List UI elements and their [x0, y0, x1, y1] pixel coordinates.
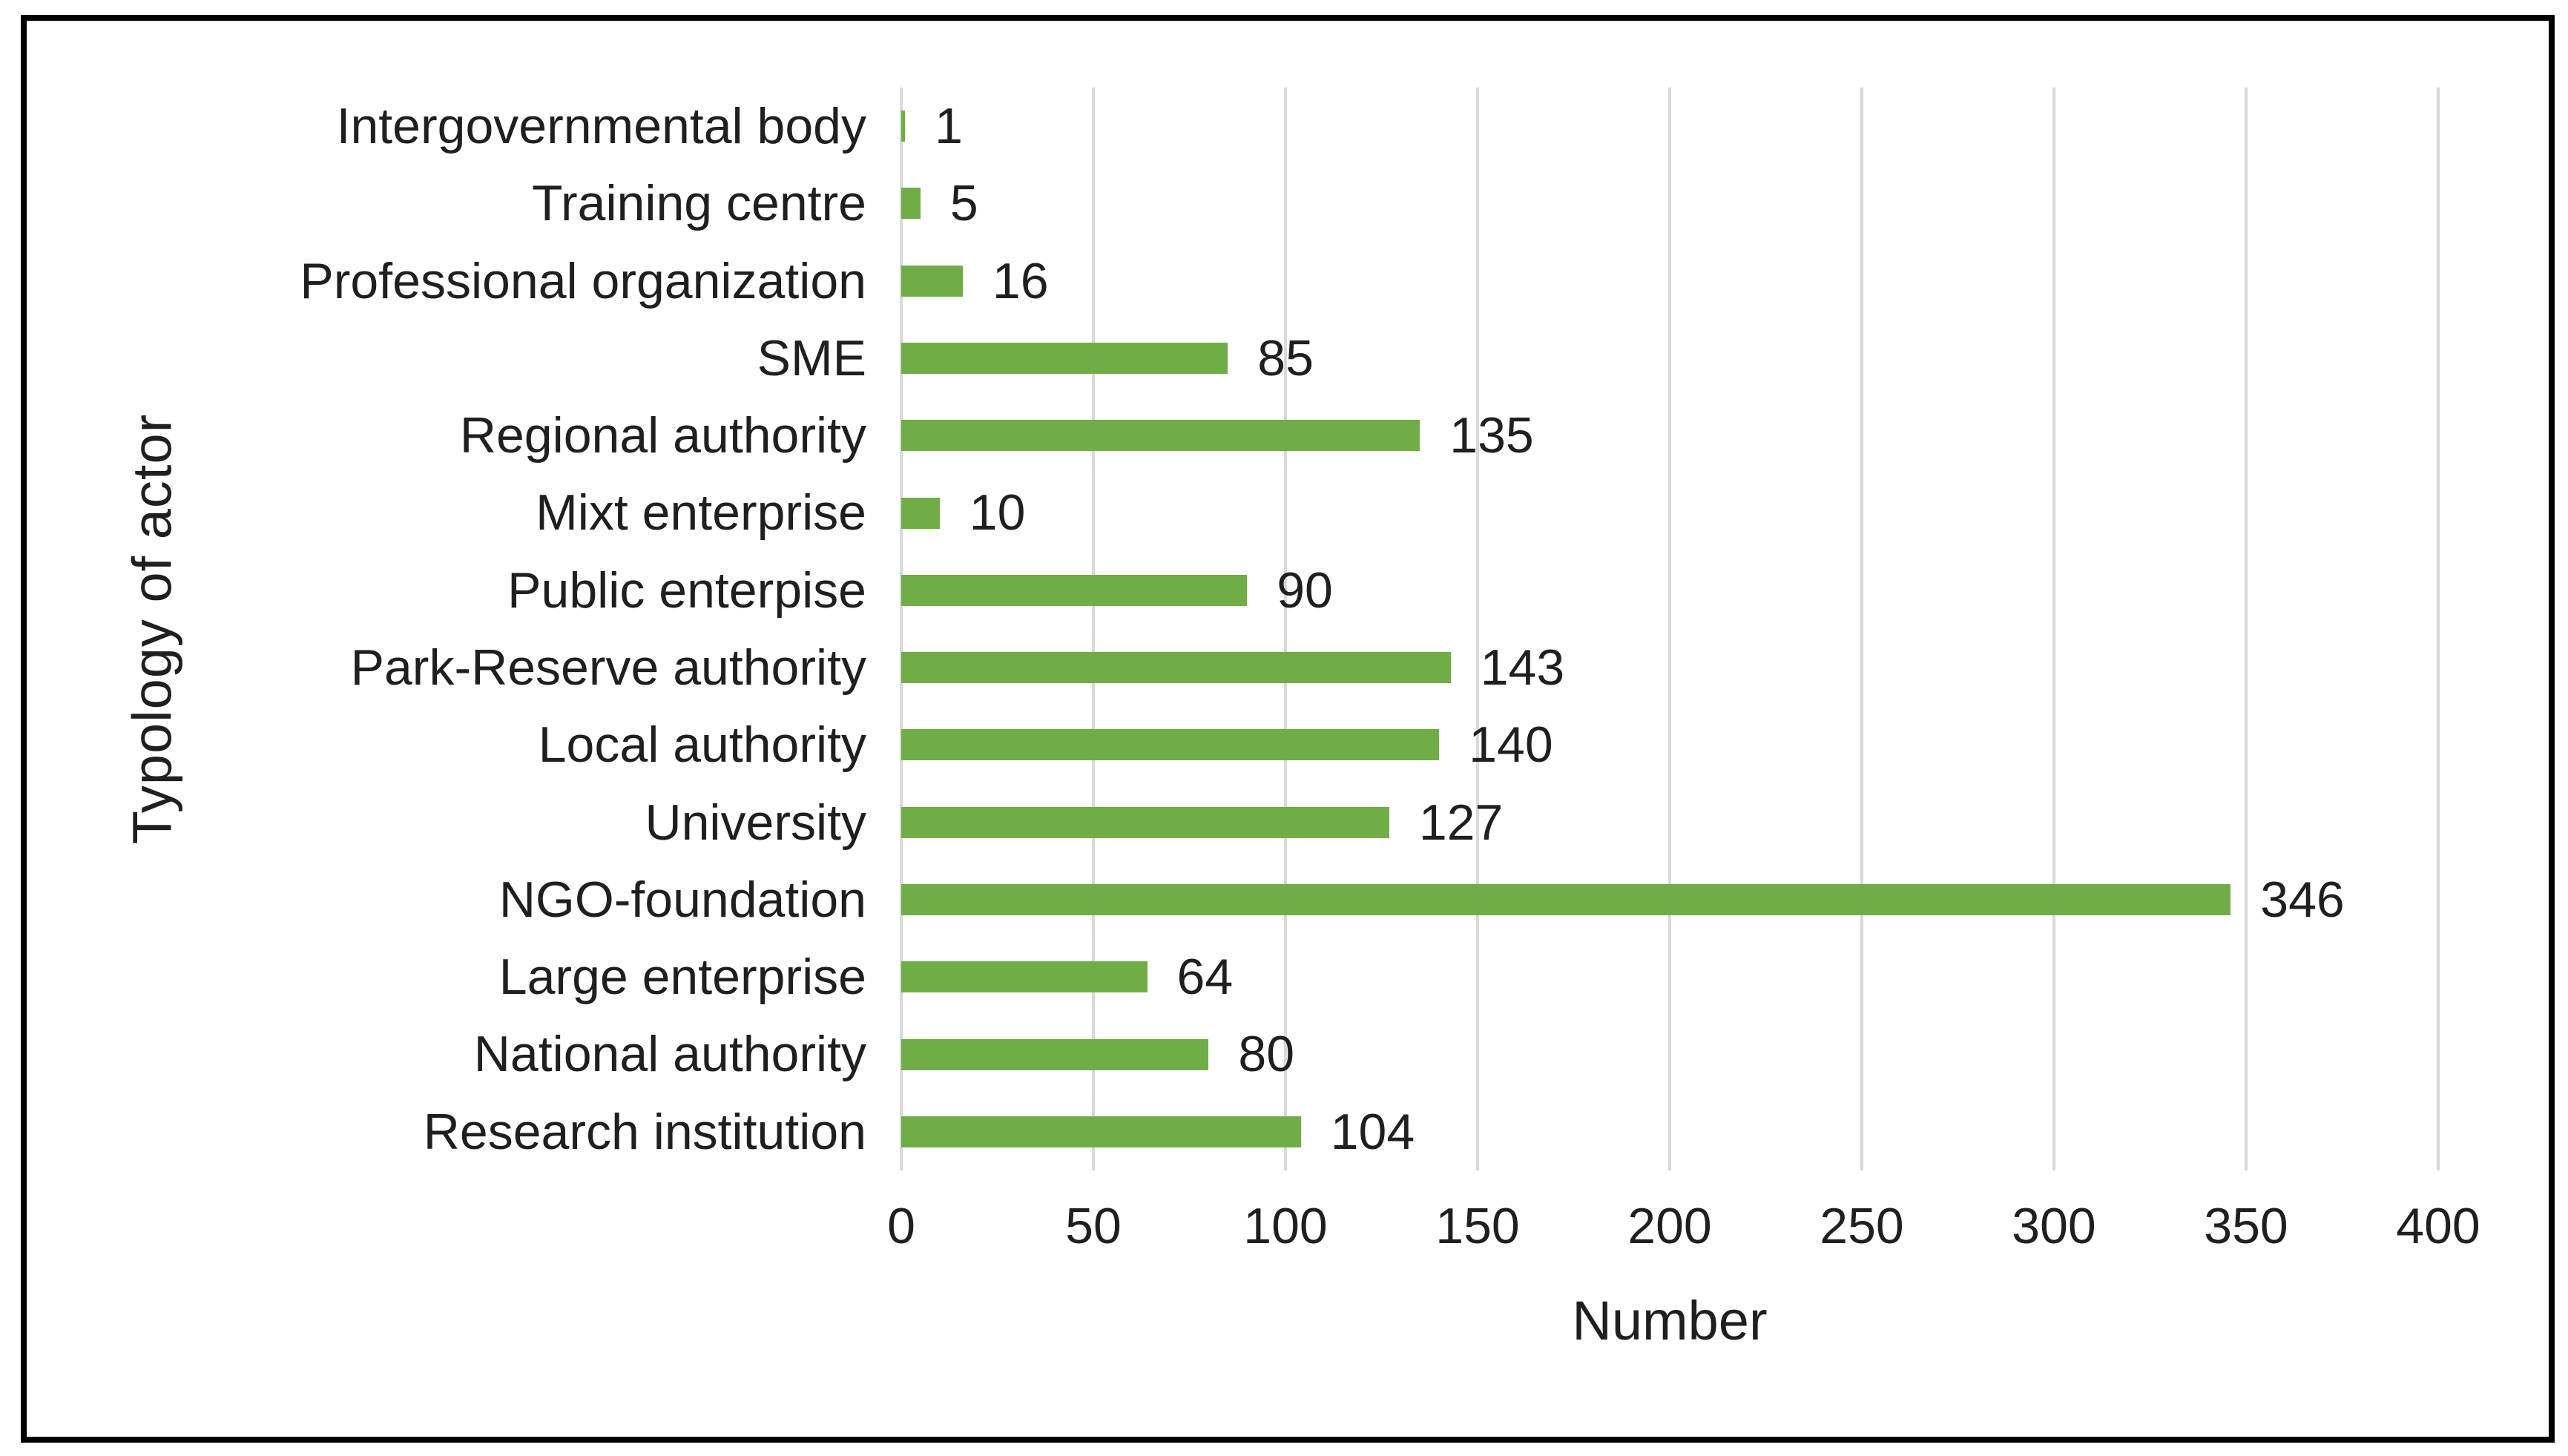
bar	[901, 420, 1420, 452]
category-label: Research institution	[423, 1103, 866, 1160]
category-label: Regional authority	[459, 407, 866, 464]
bar	[901, 1038, 1209, 1070]
x-tick-label: 300	[2012, 1198, 2096, 1254]
category-label: University	[645, 794, 867, 851]
category-label: Large enterprise	[498, 949, 866, 1006]
x-tick-label: 150	[1435, 1198, 1520, 1254]
category-label: Professional organization	[300, 252, 866, 309]
value-label: 85	[1257, 329, 1314, 386]
bar	[901, 1116, 1301, 1147]
value-label: 143	[1480, 639, 1565, 696]
category-label: Mixt enterprise	[536, 484, 866, 541]
value-label: 104	[1330, 1103, 1415, 1160]
value-label: 90	[1277, 561, 1333, 619]
bar	[901, 884, 2231, 915]
gridline	[2437, 88, 2440, 1170]
gridline	[900, 88, 903, 1170]
gridline	[1284, 88, 1287, 1170]
x-tick-label: 400	[2396, 1198, 2480, 1254]
value-label: 5	[949, 175, 978, 232]
gridline	[2052, 88, 2055, 1170]
bar	[901, 265, 963, 297]
value-label: 140	[1469, 717, 1553, 774]
category-label: NGO-foundation	[498, 871, 866, 928]
bar	[901, 497, 940, 529]
x-axis-title: Number	[1572, 1290, 1768, 1351]
bar	[901, 961, 1148, 993]
category-label: Training centre	[531, 175, 866, 232]
category-label: Intergovernmental body	[336, 98, 866, 154]
gridline	[2245, 88, 2248, 1170]
bar	[901, 806, 1389, 838]
bar	[901, 343, 1228, 374]
category-labels: Intergovernmental body Training centre Pro…	[0, 0, 866, 1456]
bar	[901, 188, 921, 220]
x-tick-label: 350	[2204, 1198, 2288, 1254]
bar	[901, 574, 1248, 606]
value-label: 1	[935, 98, 963, 154]
value-label: 10	[969, 484, 1026, 541]
value-label: 64	[1176, 949, 1234, 1006]
x-tick-label: 0	[887, 1198, 915, 1254]
category-label: National authority	[473, 1026, 866, 1083]
x-tick-label: 250	[1820, 1198, 1904, 1254]
category-label: Local authority	[538, 717, 866, 774]
category-label: Park-Reserve authority	[350, 639, 866, 696]
category-label: Public enterpise	[507, 561, 866, 619]
value-label: 135	[1449, 407, 1534, 464]
bar	[901, 111, 906, 142]
value-label: 80	[1238, 1026, 1295, 1083]
value-label: 346	[2260, 871, 2345, 928]
x-tick-label: 50	[1065, 1198, 1122, 1254]
gridline	[1092, 88, 1095, 1170]
category-label: SME	[757, 329, 866, 386]
gridline	[1860, 88, 1863, 1170]
x-tick-label: 200	[1627, 1198, 1712, 1254]
x-tick-label: 100	[1243, 1198, 1328, 1254]
plot-area: 1 5 16 85 135 10 90 143 140 127 346 64 80 104	[900, 88, 2440, 1170]
value-label: 16	[992, 252, 1049, 309]
gridline	[1476, 88, 1479, 1170]
bar	[901, 652, 1451, 684]
gridline	[1668, 88, 1671, 1170]
value-label: 127	[1418, 794, 1504, 851]
bar	[901, 729, 1440, 761]
